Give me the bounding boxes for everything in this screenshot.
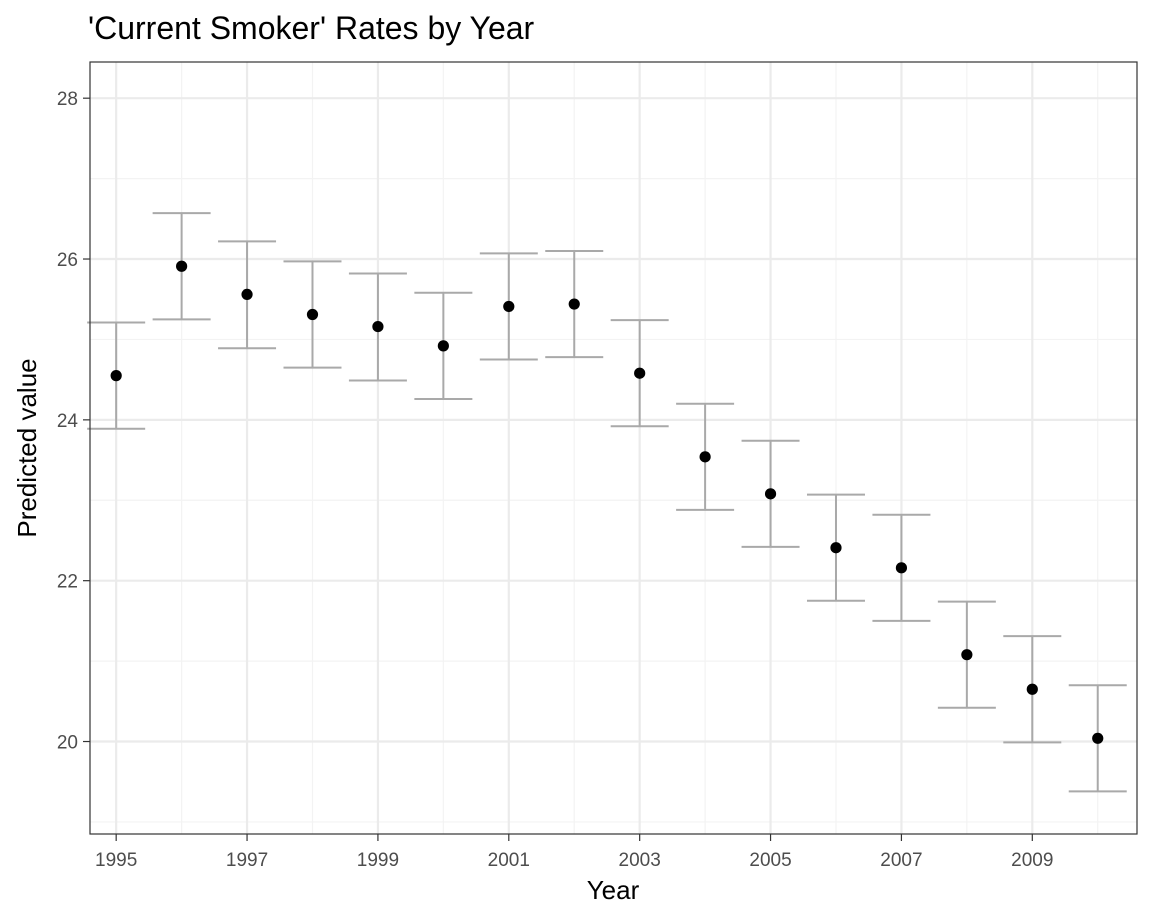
x-tick-label: 2003 [619,850,661,871]
x-tick-label: 1999 [357,850,399,871]
grid [90,62,1137,834]
panel-border [89,61,1138,835]
x-tick-label: 1995 [95,850,137,871]
axes: 1995 1997 1999 2001 2003 2005 2007 2009 20 22 24 26… [57,89,1054,871]
data-point [503,300,515,313]
y-axis-title: Predicted value [12,358,42,537]
data-point [895,562,908,574]
data-point [306,308,319,321]
data-point [830,542,842,554]
data-point [961,649,973,661]
chart-title: 'Current Smoker' Rates by Year [88,10,535,46]
data-point [372,320,384,333]
data-points [110,260,1104,744]
y-tick-label: 26 [57,250,78,271]
y-tick-label: 28 [57,89,78,110]
x-tick-label: 1997 [226,850,268,871]
x-tick-label: 2005 [749,850,791,871]
y-tick-label: 24 [57,411,79,432]
data-point [176,260,188,272]
data-point [568,298,580,310]
y-tick-label: 20 [57,733,78,754]
y-tick-label: 22 [57,572,78,593]
data-point [1092,732,1104,744]
data-point [241,288,253,301]
data-point [110,370,122,382]
data-point [437,340,449,352]
data-point [764,488,777,500]
error-bars [87,212,1127,793]
x-tick-label: 2001 [488,850,530,871]
data-point [699,451,711,463]
x-tick-label: 2009 [1011,850,1053,871]
x-axis-title: Year [587,875,640,905]
data-point [634,367,646,379]
x-tick-label: 2007 [880,850,922,871]
data-point [1026,683,1038,695]
